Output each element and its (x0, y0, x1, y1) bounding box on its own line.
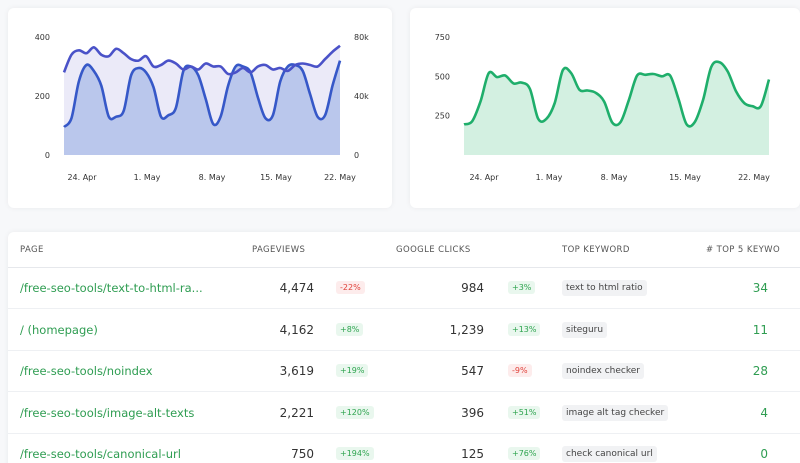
pageviews-change-badge: +120% (336, 405, 374, 419)
pageviews-value: 4,162 (279, 322, 314, 337)
x-tick-label: 1. May (134, 173, 161, 182)
y-left-tick-label: 0 (45, 151, 50, 160)
x-tick-label: 22. May (738, 173, 770, 182)
pageviews-value: 3,619 (279, 364, 314, 378)
traffic-chart: 0 200 400 0 40k 80k 24. Apr 1. May 8. May 15. May… (35, 33, 369, 182)
page-link[interactable]: / (homepage) (20, 322, 98, 337)
keywords-chart-card: 250 500 750 24. Apr 1. May 8. May 15. May 22. M… (410, 8, 800, 208)
table-row[interactable]: /free-seo-tools/noindex 3,619 +19% 547 -9% no… (8, 351, 800, 392)
y-tick-label: 750 (435, 33, 450, 42)
x-tick-label: 1. May (536, 173, 563, 182)
x-tick-label: 24. Apr (469, 173, 499, 182)
pageviews-value: 4,474 (279, 281, 314, 295)
google-clicks-value: 984 (461, 281, 484, 295)
table-header: PAGE PAGEVIEWS GOOGLE CLICKS TOP KEYWORD… (8, 232, 800, 268)
google-clicks-value: 547 (461, 364, 484, 378)
pageviews-change-badge: +19% (336, 364, 369, 377)
table-row[interactable]: /free-seo-tools/text-to-html-ra... 4,474 -… (8, 268, 800, 309)
table-row[interactable]: /free-seo-tools/image-alt-texts 2,221 +120… (8, 393, 800, 434)
google-clicks-change-badge: +3% (508, 281, 536, 294)
y-right-tick-label: 0 (354, 151, 359, 160)
traffic-chart-card: 0 200 400 0 40k 80k 24. Apr 1. May 8. May 15. May… (8, 8, 392, 208)
table-row[interactable]: /free-seo-tools/canonical-url 750 +194% 125… (8, 434, 800, 463)
top5-count[interactable]: 4 (760, 405, 768, 420)
top5-count[interactable]: 11 (752, 322, 768, 337)
keywords-line (463, 60, 771, 128)
pageviews-change-badge: -22% (336, 281, 365, 294)
google-clicks-change-badge: +76% (508, 447, 541, 460)
keywords-area (464, 61, 769, 155)
pageviews-change-badge: +194% (336, 447, 374, 460)
pageviews-change-badge: +8% (336, 322, 364, 336)
x-tick-label: 8. May (601, 173, 628, 182)
google-clicks-change-badge: +13% (508, 322, 541, 336)
header-top-keyword[interactable]: TOP KEYWORD (562, 245, 630, 255)
y-tick-label: 250 (435, 112, 450, 121)
top5-count[interactable]: 28 (752, 364, 768, 378)
header-google-clicks[interactable]: GOOGLE CLICKS (396, 245, 471, 255)
x-tick-label: 8. May (199, 173, 226, 182)
page-link[interactable]: /free-seo-tools/image-alt-texts (20, 405, 195, 420)
top-keyword-tag: image alt tag checker (562, 404, 669, 421)
top-keyword-tag: text to html ratio (562, 280, 647, 296)
y-right-tick-label: 40k (354, 92, 369, 101)
y-right-tick-label: 80k (354, 33, 369, 42)
top-keyword-tag: siteguru (562, 321, 608, 338)
page-link[interactable]: /free-seo-tools/text-to-html-ra... (20, 281, 203, 295)
header-top5-keywords[interactable]: # TOP 5 KEYWO (706, 245, 781, 255)
y-tick-label: 500 (435, 72, 450, 81)
y-left-tick-label: 200 (35, 92, 50, 101)
google-clicks-area (64, 60, 340, 155)
table-row[interactable]: / (homepage) 4,162 +8% 1,239 +13% siteguru 11 (8, 310, 800, 351)
google-clicks-value: 1,239 (449, 322, 484, 337)
x-tick-label: 15. May (669, 173, 701, 182)
page-link[interactable]: /free-seo-tools/canonical-url (20, 447, 181, 461)
header-page[interactable]: PAGE (20, 245, 44, 255)
x-tick-label: 24. Apr (67, 173, 97, 182)
pageviews-value: 750 (291, 447, 314, 461)
pageviews-value: 2,221 (279, 405, 314, 420)
google-clicks-value: 396 (461, 405, 484, 420)
google-clicks-value: 125 (461, 447, 484, 461)
y-left-tick-label: 400 (35, 33, 50, 42)
top-keyword-tag: noindex checker (562, 363, 644, 379)
pageviews-line (62, 44, 341, 76)
top5-count[interactable]: 34 (752, 281, 768, 295)
keywords-chart: 250 500 750 24. Apr 1. May 8. May 15. May 22. M… (435, 33, 771, 182)
page-link[interactable]: /free-seo-tools/noindex (20, 364, 153, 378)
header-pageviews[interactable]: PAGEVIEWS (252, 245, 306, 255)
top5-count[interactable]: 0 (760, 447, 768, 461)
pages-table: PAGE PAGEVIEWS GOOGLE CLICKS TOP KEYWORD… (8, 232, 800, 463)
x-tick-label: 15. May (260, 173, 292, 182)
google-clicks-change-badge: +51% (508, 405, 541, 419)
google-clicks-change-badge: -9% (508, 364, 532, 377)
x-tick-label: 22. May (324, 173, 356, 182)
top-keyword-tag: check canonical url (562, 446, 657, 462)
